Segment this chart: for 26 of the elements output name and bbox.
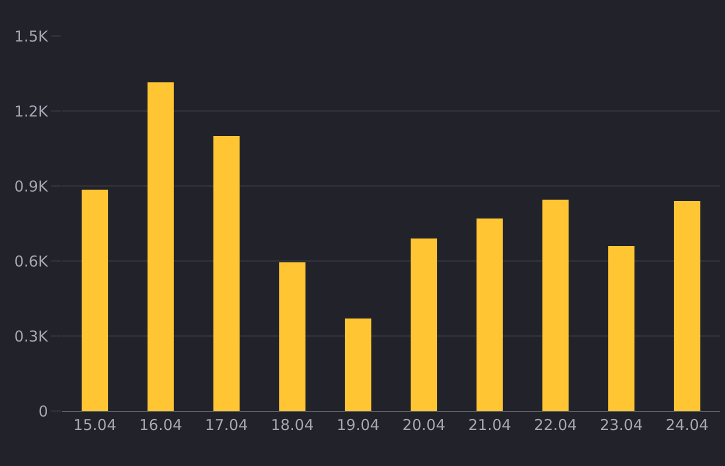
y-tick-label: 0 <box>38 402 48 420</box>
bar <box>82 190 108 411</box>
bar <box>279 262 306 411</box>
y-tick-label: 1.5K <box>14 27 50 46</box>
x-tick-label: 24.04 <box>666 416 709 434</box>
x-tick-label: 17.04 <box>205 416 248 434</box>
x-tick-label: 22.04 <box>534 416 577 434</box>
x-tick-label: 19.04 <box>336 416 380 434</box>
bar <box>608 246 634 411</box>
bar <box>148 82 174 411</box>
x-tick-label: 18.04 <box>270 416 314 434</box>
y-tick-label: 1.2K <box>14 102 50 120</box>
x-tick-label: 20.04 <box>402 416 446 434</box>
x-tick-label: 23.04 <box>600 416 643 434</box>
x-tick-label: 16.04 <box>139 416 182 434</box>
bar <box>542 200 569 411</box>
y-tick-label: 0.3K <box>14 327 50 346</box>
bar <box>674 201 700 411</box>
bar <box>410 238 438 411</box>
bar <box>213 136 240 411</box>
y-tick-label: 0.6K <box>14 252 50 270</box>
x-tick-label: 15.04 <box>73 416 116 434</box>
bar <box>344 318 372 411</box>
y-tick-label: 0.9K <box>14 177 50 196</box>
bar <box>476 218 503 411</box>
x-tick-label: 21.04 <box>468 416 512 434</box>
